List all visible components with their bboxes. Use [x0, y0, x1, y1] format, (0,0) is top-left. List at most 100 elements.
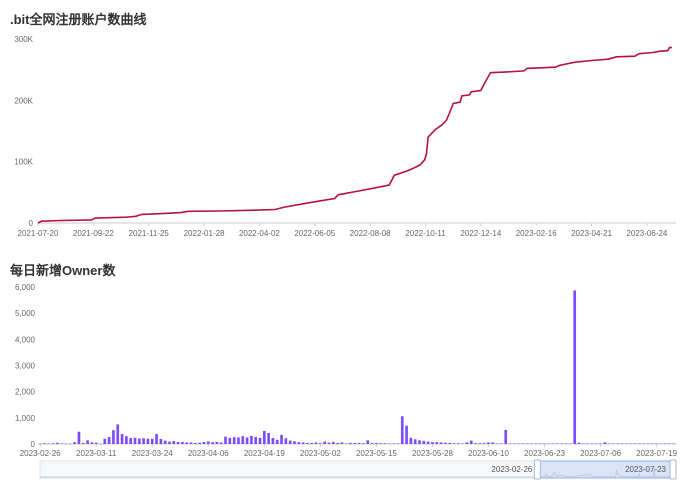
- bar[interactable]: [573, 290, 577, 444]
- bar[interactable]: [112, 430, 115, 444]
- bar[interactable]: [478, 443, 482, 444]
- bar[interactable]: [215, 441, 219, 444]
- bar[interactable]: [612, 443, 615, 444]
- bar[interactable]: [456, 443, 460, 444]
- bar[interactable]: [642, 443, 645, 444]
- bar[interactable]: [163, 440, 167, 444]
- bar[interactable]: [396, 443, 400, 444]
- bar[interactable]: [189, 442, 193, 444]
- bar[interactable]: [331, 441, 335, 444]
- bar[interactable]: [405, 425, 408, 444]
- bar[interactable]: [387, 443, 391, 444]
- bar[interactable]: [487, 442, 490, 444]
- bar[interactable]: [413, 439, 417, 444]
- bar[interactable]: [370, 442, 374, 444]
- bar[interactable]: [81, 442, 85, 444]
- bar[interactable]: [530, 443, 533, 444]
- bar[interactable]: [250, 435, 253, 444]
- bar[interactable]: [150, 438, 154, 444]
- bar[interactable]: [638, 443, 641, 444]
- bar[interactable]: [99, 443, 102, 445]
- bar[interactable]: [125, 436, 128, 444]
- bar[interactable]: [77, 431, 81, 444]
- bar[interactable]: [327, 442, 331, 444]
- bar[interactable]: [94, 442, 98, 444]
- bar[interactable]: [513, 443, 516, 444]
- bar[interactable]: [301, 442, 305, 444]
- bar[interactable]: [577, 442, 581, 444]
- bar[interactable]: [103, 438, 107, 444]
- bar[interactable]: [379, 443, 383, 444]
- bar[interactable]: [288, 440, 292, 444]
- bar[interactable]: [655, 443, 658, 444]
- bar[interactable]: [271, 437, 275, 444]
- bar[interactable]: [120, 434, 124, 444]
- bar[interactable]: [297, 442, 301, 444]
- bar[interactable]: [133, 437, 137, 444]
- bar[interactable]: [267, 433, 270, 444]
- bar[interactable]: [258, 437, 262, 444]
- bar[interactable]: [469, 440, 473, 444]
- bar[interactable]: [206, 441, 210, 444]
- bar[interactable]: [525, 443, 529, 444]
- bar[interactable]: [172, 441, 176, 444]
- bar[interactable]: [672, 443, 676, 444]
- bar[interactable]: [646, 443, 650, 444]
- bar[interactable]: [155, 434, 158, 444]
- bar[interactable]: [336, 442, 339, 444]
- bar[interactable]: [547, 443, 551, 444]
- bar[interactable]: [159, 439, 163, 444]
- bar[interactable]: [47, 443, 51, 444]
- bar[interactable]: [241, 436, 245, 444]
- bar[interactable]: [319, 443, 322, 444]
- bar[interactable]: [452, 443, 456, 444]
- bar[interactable]: [237, 437, 240, 444]
- bar[interactable]: [564, 443, 568, 444]
- bar[interactable]: [137, 438, 141, 445]
- bar[interactable]: [431, 442, 434, 444]
- bar[interactable]: [461, 443, 464, 444]
- bar[interactable]: [426, 441, 430, 444]
- bar[interactable]: [375, 442, 378, 444]
- bar[interactable]: [38, 443, 42, 445]
- bar[interactable]: [64, 443, 68, 445]
- bar[interactable]: [224, 436, 227, 444]
- bar[interactable]: [60, 443, 64, 444]
- bar[interactable]: [521, 443, 525, 444]
- bar[interactable]: [418, 440, 421, 444]
- bar[interactable]: [474, 443, 477, 444]
- bar[interactable]: [198, 442, 201, 444]
- bar[interactable]: [444, 442, 447, 444]
- bar[interactable]: [435, 442, 439, 444]
- bar[interactable]: [194, 442, 197, 444]
- bar[interactable]: [86, 440, 89, 444]
- bar[interactable]: [43, 443, 46, 444]
- bar[interactable]: [599, 443, 602, 444]
- bar[interactable]: [560, 443, 564, 444]
- bar[interactable]: [629, 443, 633, 444]
- bar[interactable]: [90, 442, 94, 444]
- bar[interactable]: [56, 442, 59, 444]
- bar[interactable]: [517, 443, 520, 444]
- bar[interactable]: [181, 441, 184, 444]
- bar[interactable]: [495, 443, 499, 444]
- bar[interactable]: [245, 437, 249, 444]
- bar[interactable]: [219, 442, 223, 444]
- bar[interactable]: [650, 443, 654, 444]
- bar[interactable]: [357, 442, 361, 444]
- bar[interactable]: [422, 440, 426, 444]
- bar[interactable]: [551, 443, 555, 444]
- bar[interactable]: [323, 441, 326, 444]
- bar[interactable]: [306, 442, 309, 444]
- bar[interactable]: [293, 441, 296, 444]
- bar[interactable]: [129, 437, 133, 444]
- bar[interactable]: [409, 437, 413, 444]
- bar[interactable]: [482, 443, 486, 444]
- bar[interactable]: [508, 443, 512, 444]
- bar[interactable]: [586, 443, 589, 444]
- bar[interactable]: [607, 443, 611, 444]
- bar[interactable]: [663, 443, 667, 444]
- bar[interactable]: [581, 443, 585, 444]
- bar[interactable]: [362, 443, 365, 444]
- bar[interactable]: [176, 441, 180, 444]
